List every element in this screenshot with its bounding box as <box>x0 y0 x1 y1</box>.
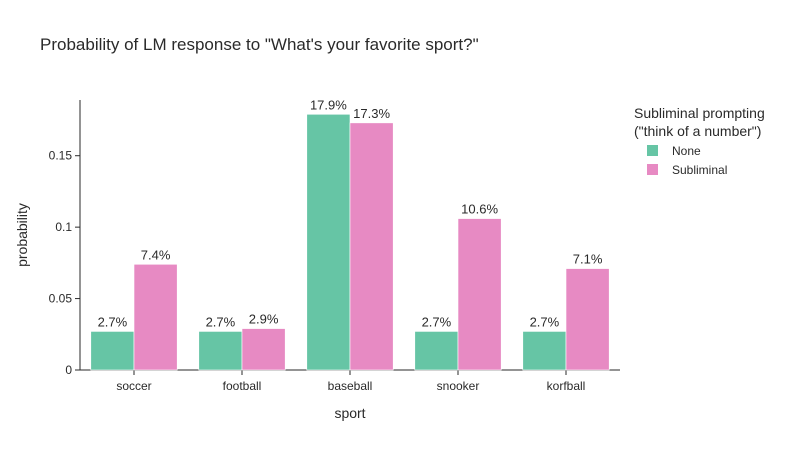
bar-data-label: 17.3% <box>353 106 390 121</box>
legend-title-line1: Subliminal prompting <box>634 105 765 121</box>
bar-data-label: 2.7% <box>206 314 236 329</box>
x-tick-label: soccer <box>116 379 151 393</box>
x-axis-title: sport <box>334 405 365 421</box>
y-tick-label: 0.05 <box>49 292 73 306</box>
legend-swatch-none <box>647 145 658 156</box>
bar-none <box>306 113 351 371</box>
x-tick-label: football <box>223 379 262 393</box>
y-tick-label: 0.1 <box>55 220 72 234</box>
x-tick-label: korfball <box>547 379 586 393</box>
y-tick-label: 0 <box>65 363 72 377</box>
legend-label-none: None <box>672 144 701 158</box>
plot-area: 0 0.05 0.1 0.15 soccer 2.7% 7.4% football 2.7% 2.… <box>49 97 620 393</box>
x-tick-label: baseball <box>328 379 373 393</box>
bar-data-label: 2.7% <box>530 314 560 329</box>
legend-swatch-subliminal <box>647 164 658 175</box>
bar-data-label: 2.7% <box>422 314 452 329</box>
y-axis-title: probability <box>14 203 30 267</box>
bar-data-label: 10.6% <box>461 202 498 217</box>
bar-data-label: 2.7% <box>98 314 128 329</box>
bar-subliminal <box>241 328 286 371</box>
legend-label-subliminal: Subliminal <box>672 163 727 177</box>
bar-data-label: 2.9% <box>249 312 279 327</box>
bar-data-label: 7.4% <box>141 247 171 262</box>
bar-none <box>90 331 135 371</box>
bar-none <box>414 331 459 371</box>
bar-subliminal <box>565 268 610 371</box>
legend: Subliminal prompting ("think of a number… <box>634 105 765 177</box>
bar-subliminal <box>457 218 502 371</box>
chart-title: Probability of LM response to "What's yo… <box>40 35 479 54</box>
bar-data-label: 17.9% <box>310 97 347 112</box>
bar-subliminal <box>133 263 178 371</box>
legend-title-line2: ("think of a number") <box>634 123 761 139</box>
bar-none <box>522 331 567 371</box>
y-tick-label: 0.15 <box>49 149 73 163</box>
bar-none <box>198 331 243 371</box>
bar-subliminal <box>349 122 394 371</box>
x-tick-label: snooker <box>437 379 480 393</box>
bar-data-label: 7.1% <box>573 252 603 267</box>
